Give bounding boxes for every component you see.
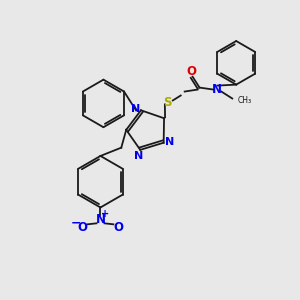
- Text: N: N: [131, 104, 141, 114]
- Text: CH₃: CH₃: [237, 96, 251, 105]
- Text: O: O: [113, 221, 123, 234]
- Text: N: N: [134, 151, 143, 161]
- Text: +: +: [101, 209, 110, 219]
- Text: O: O: [78, 221, 88, 234]
- Text: N: N: [95, 213, 106, 226]
- Text: S: S: [164, 96, 172, 109]
- Text: O: O: [187, 65, 196, 78]
- Text: N: N: [165, 137, 174, 147]
- Text: N: N: [212, 83, 222, 96]
- Text: −: −: [70, 217, 81, 230]
